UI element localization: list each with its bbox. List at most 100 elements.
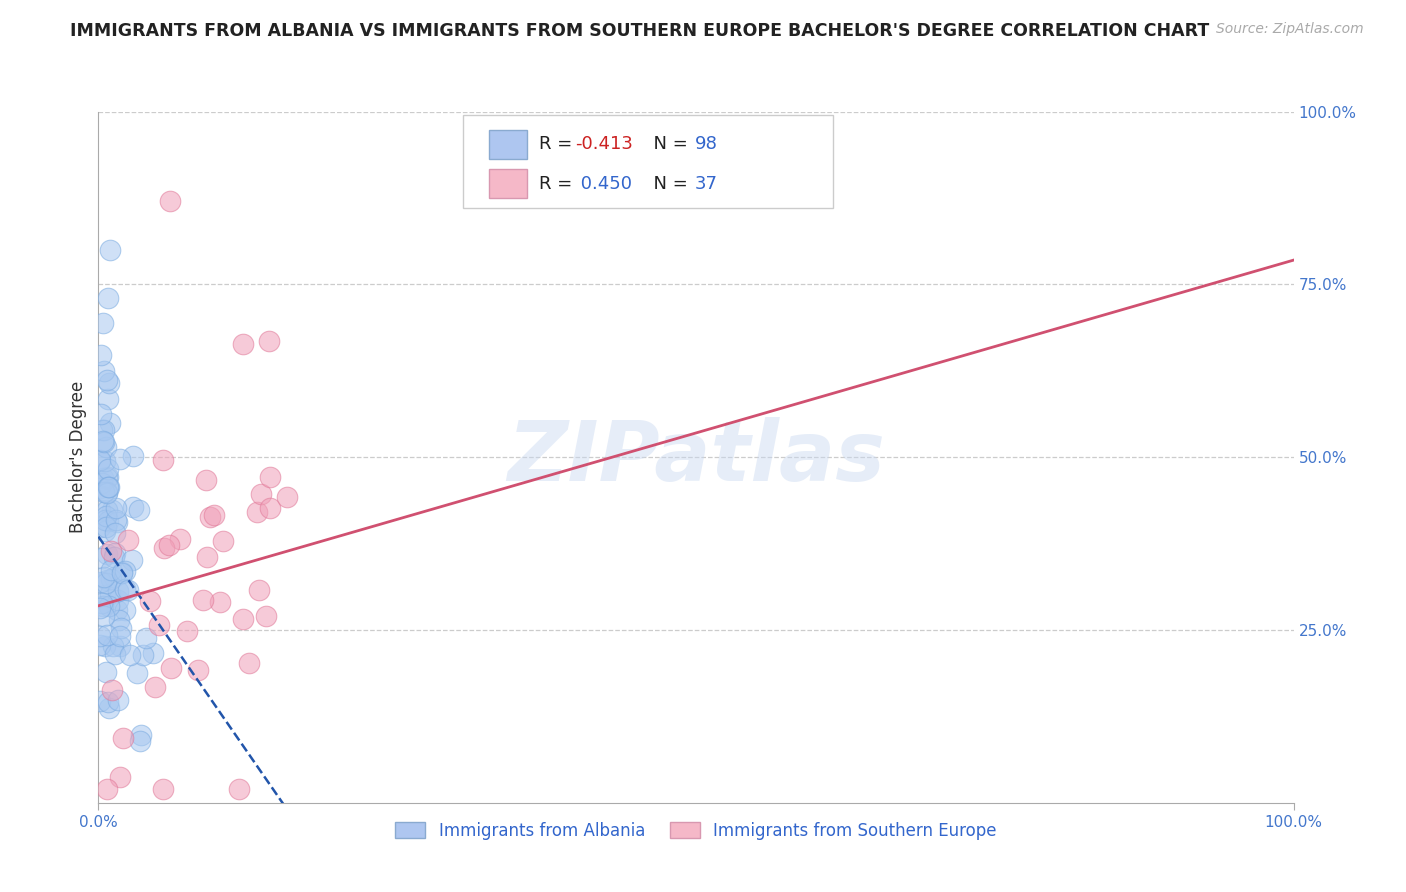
Text: R =: R = [540,135,578,153]
Point [91,316,114,330]
Point [105,602,128,616]
Point [93,363,115,377]
Point [89,477,111,491]
Point [108,629,131,643]
Point [100,563,122,577]
Point [118,648,141,662]
Point [195,549,218,564]
Point [259,470,281,484]
Point [232,337,254,351]
Bar [489,169,527,198]
Point [110,621,132,635]
Point [89,638,111,652]
Point [94,524,117,538]
Point [96,573,118,587]
Point [128,503,150,517]
Point [89,502,111,516]
Point [105,515,128,529]
Point [96,373,118,387]
Bar [489,129,527,159]
Point [96,781,118,797]
Text: N =: N = [643,135,693,153]
Point [96,628,118,642]
Point [93,608,115,623]
Point [200,509,222,524]
Point [111,731,134,745]
Legend: Immigrants from Albania, Immigrants from Southern Europe: Immigrants from Albania, Immigrants from… [388,815,1004,847]
Point [195,473,218,487]
Point [100,544,122,558]
Point [90,574,112,589]
Point [91,434,114,448]
Point [90,550,112,565]
Point [107,593,129,607]
Point [89,694,111,708]
Point [121,552,143,566]
Point [247,583,270,598]
Point [211,533,233,548]
Point [159,194,181,209]
Point [94,665,117,679]
Point [169,533,191,547]
Point [104,545,127,559]
Point [97,291,120,305]
Point [160,661,183,675]
Point [97,479,120,493]
Point [96,509,118,524]
Point [103,549,125,564]
Point [152,453,174,467]
FancyBboxPatch shape [463,115,834,209]
Point [97,470,120,484]
Text: ZIPatlas: ZIPatlas [508,417,884,498]
Point [135,632,157,646]
Point [97,514,120,528]
Point [103,526,125,541]
Text: Source: ZipAtlas.com: Source: ZipAtlas.com [1216,22,1364,37]
Text: 37: 37 [695,175,718,193]
Point [122,500,145,514]
Point [132,648,155,662]
Point [93,434,115,449]
Point [121,449,143,463]
Point [152,781,174,797]
Point [129,733,152,747]
Point [96,485,118,500]
Text: -0.413: -0.413 [575,135,633,153]
Point [93,513,115,527]
Point [96,575,118,590]
Point [117,582,139,597]
Point [145,680,167,694]
Point [114,582,136,596]
Point [125,666,148,681]
Point [97,695,120,709]
Point [100,502,122,516]
Point [202,508,225,523]
Point [98,587,121,601]
Point [276,490,298,504]
Point [94,639,117,653]
Point [142,646,165,660]
Text: 98: 98 [695,135,717,153]
Point [187,663,209,677]
Point [94,520,117,534]
Point [91,596,114,610]
Text: IMMIGRANTS FROM ALBANIA VS IMMIGRANTS FROM SOUTHERN EUROPE BACHELOR'S DEGREE COR: IMMIGRANTS FROM ALBANIA VS IMMIGRANTS FR… [70,22,1209,40]
Y-axis label: Bachelor's Degree: Bachelor's Degree [69,381,87,533]
Point [89,520,111,534]
Point [100,572,122,586]
Point [93,570,115,584]
Point [94,440,117,454]
Point [90,407,112,421]
Point [108,640,131,654]
Point [138,594,160,608]
Point [246,505,269,519]
Point [98,376,121,391]
Point [108,770,131,784]
Point [259,334,281,348]
Point [91,471,114,485]
Point [89,453,111,467]
Point [153,541,176,555]
Point [94,454,117,468]
Point [96,486,118,500]
Point [114,602,136,616]
